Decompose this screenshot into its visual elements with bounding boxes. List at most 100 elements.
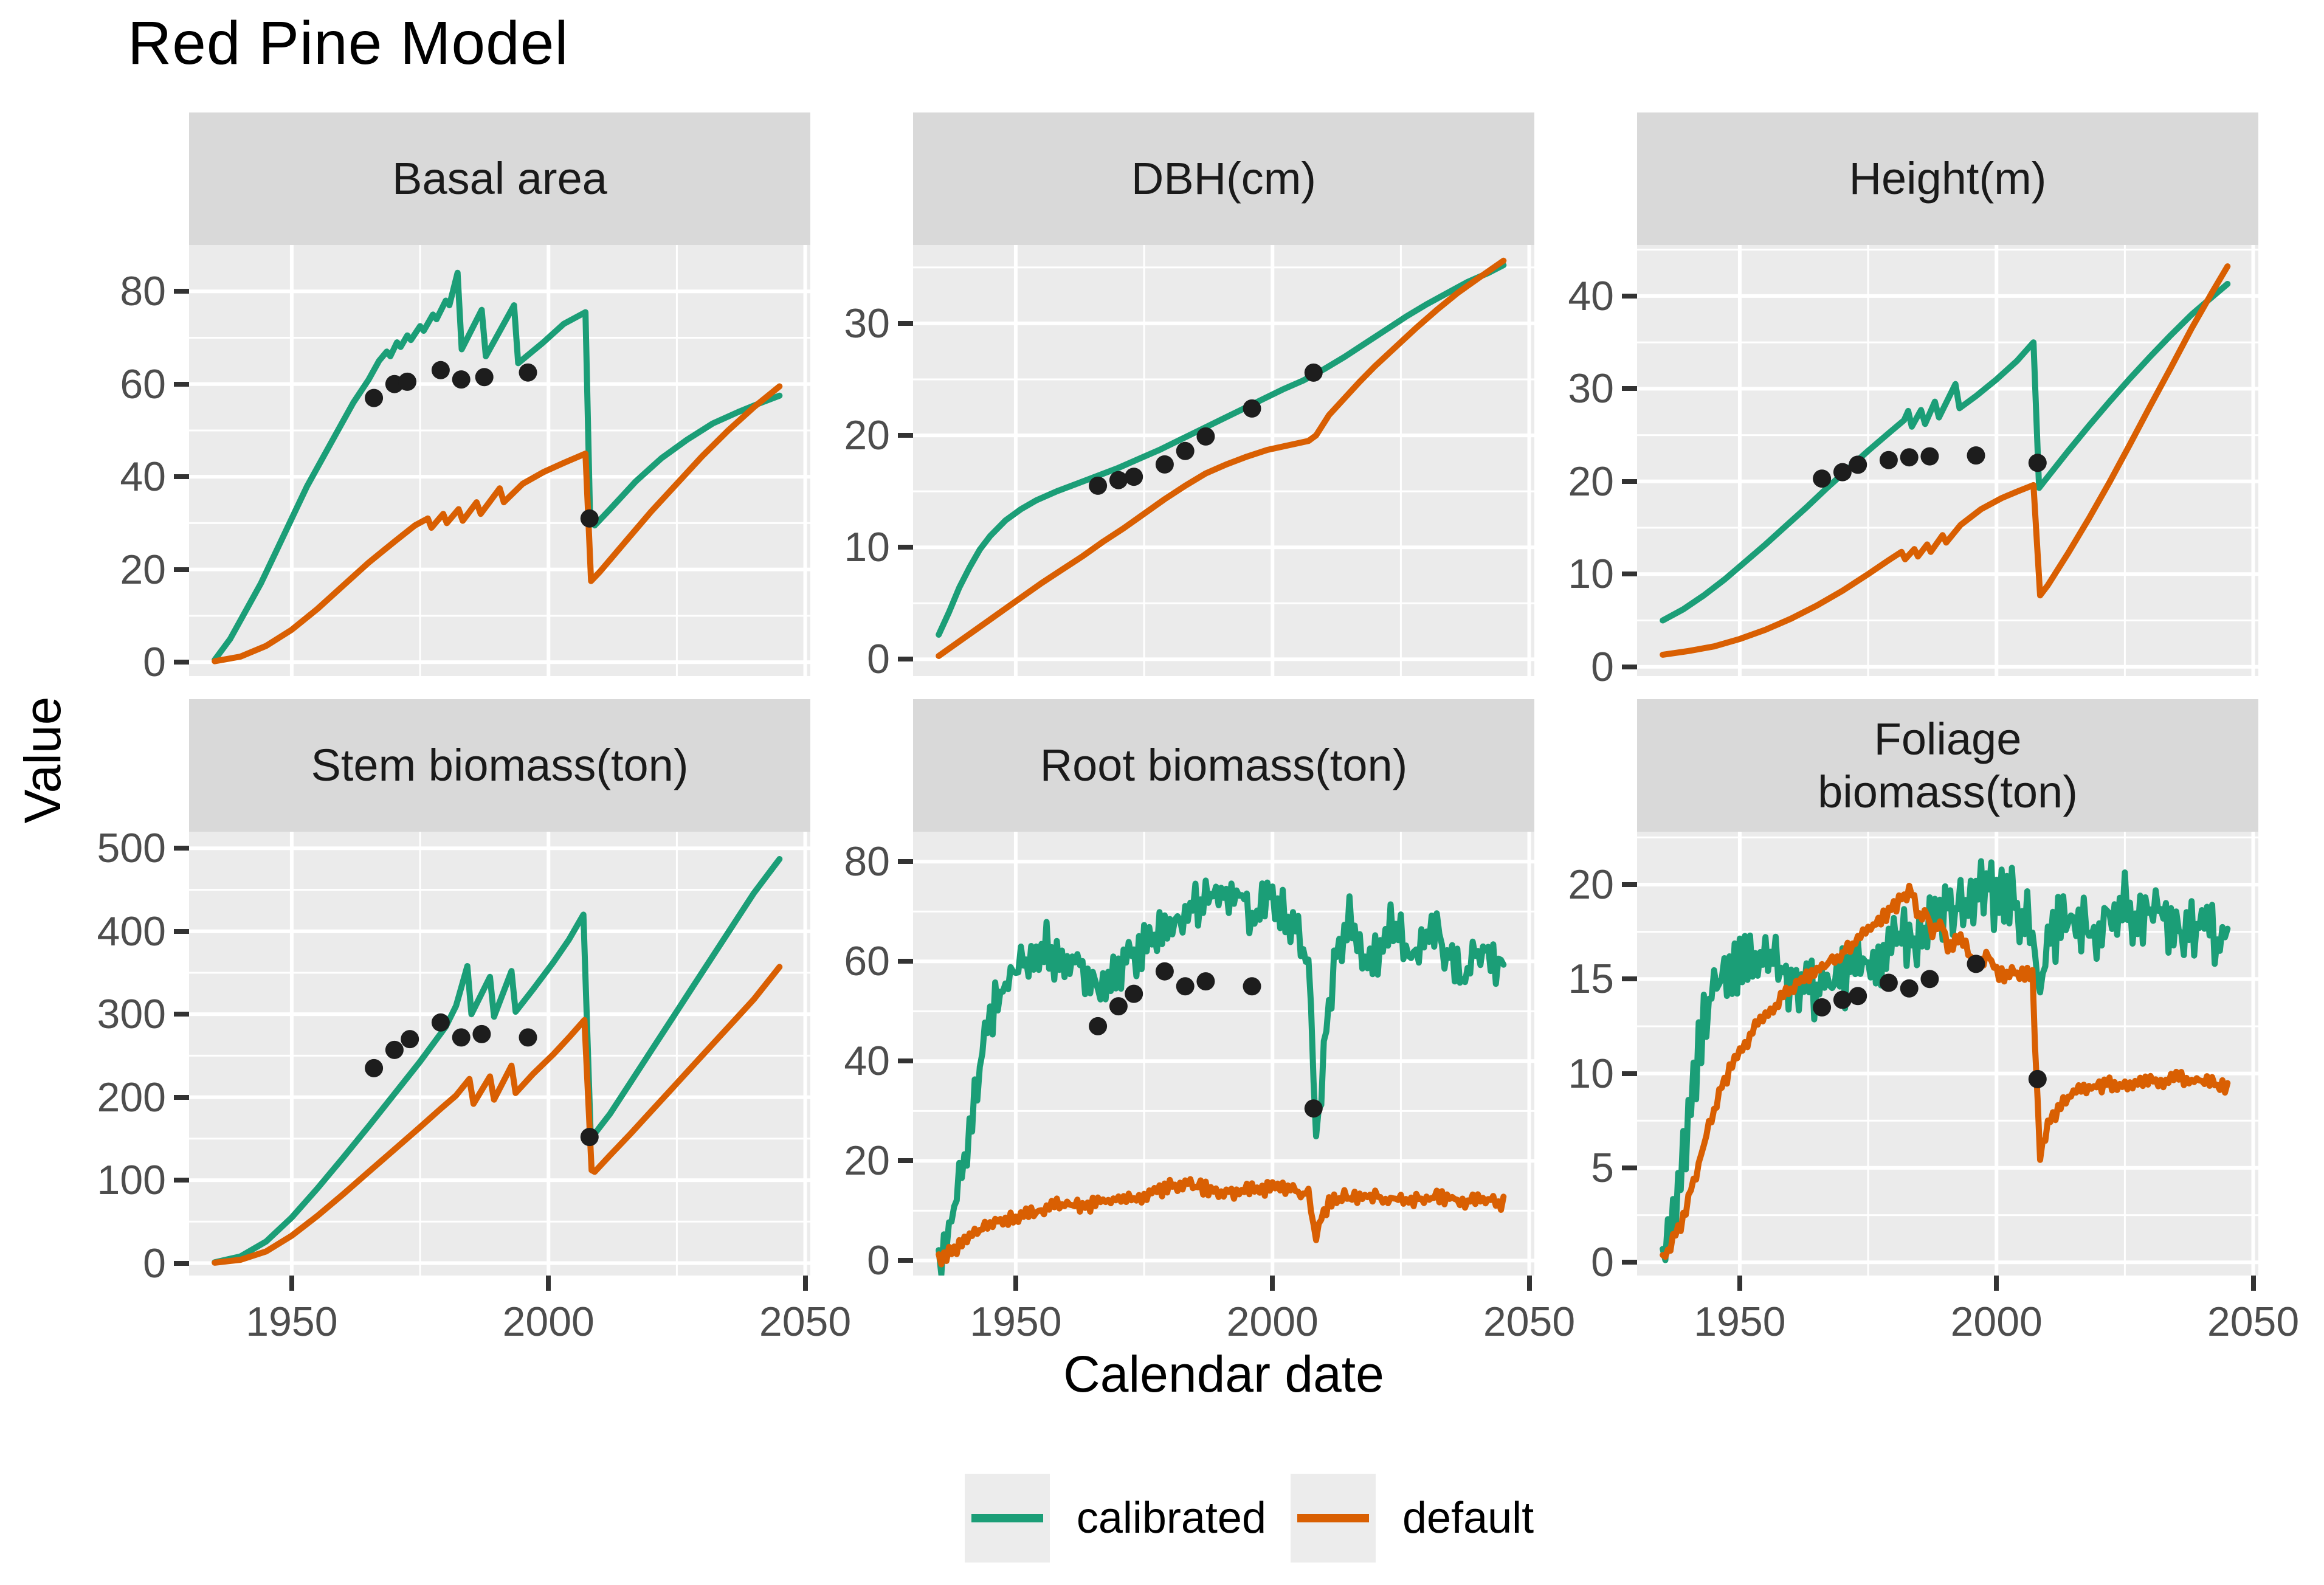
x-tick-mark — [546, 1276, 551, 1291]
chart-title: Red Pine Model — [128, 9, 569, 77]
x-tick-mark — [802, 1276, 808, 1291]
observation-point — [1849, 987, 1867, 1006]
observation-point — [580, 1128, 599, 1147]
y-tick-mark — [174, 846, 189, 851]
observation-point — [1125, 984, 1143, 1003]
y-tick-mark — [898, 320, 913, 326]
legend-item-calibrated: calibrated — [964, 1474, 1266, 1563]
y-tick-mark — [174, 1178, 189, 1183]
facet-strip-foliage-biomass: Foliage biomass(ton) — [1637, 699, 2258, 832]
y-tick-mark — [174, 928, 189, 934]
x-tick-label: 2050 — [2207, 1299, 2300, 1345]
observation-point — [431, 1013, 450, 1032]
y-tick-label: 10 — [1568, 551, 1614, 598]
observation-point — [1089, 1017, 1108, 1035]
y-tick-mark — [898, 959, 913, 964]
y-tick-label: 20 — [844, 1138, 890, 1184]
x-tick-label: 1950 — [1694, 1299, 1786, 1345]
series-line-calibrated — [936, 877, 1507, 1276]
y-tick-label: 60 — [120, 361, 166, 407]
y-tick-label: 80 — [844, 838, 890, 885]
observation-point — [475, 368, 494, 387]
observation-point — [1155, 455, 1174, 474]
y-tick-label: 20 — [844, 412, 890, 459]
facet-strip-title: Root biomass(ton) — [1040, 740, 1408, 791]
x-axis-title: Calendar date — [1063, 1345, 1384, 1403]
observation-point — [1109, 471, 1128, 489]
y-tick-mark — [898, 1258, 913, 1263]
facet-strip-title: biomass(ton) — [1818, 767, 2078, 817]
facet-panel-foliage-biomass — [1637, 832, 2258, 1276]
observation-point — [1176, 441, 1195, 460]
series-line-default — [936, 1176, 1507, 1268]
x-tick-label: 2050 — [759, 1299, 852, 1345]
x-tick-label: 2000 — [1226, 1299, 1319, 1345]
observation-point — [1879, 451, 1898, 469]
observation-point — [1813, 469, 1832, 488]
observation-point — [401, 1030, 419, 1049]
observation-point — [2028, 1069, 2047, 1088]
y-tick-label: 40 — [1568, 272, 1614, 319]
y-tick-label: 0 — [143, 1240, 166, 1286]
observation-point — [1304, 363, 1323, 382]
y-tick-label: 300 — [97, 991, 166, 1038]
y-tick-label: 30 — [1568, 365, 1614, 412]
y-tick-mark — [174, 1012, 189, 1017]
y-tick-mark — [174, 381, 189, 387]
legend-label-default: default — [1402, 1494, 1534, 1542]
facet-panel-stem-biomass — [189, 832, 810, 1276]
facet-panel-height — [1637, 245, 2258, 676]
y-tick-label: 10 — [1568, 1050, 1614, 1097]
legend: calibrated default — [176, 1474, 2322, 1563]
observation-point — [1125, 468, 1143, 486]
x-tick-label: 2050 — [1483, 1299, 1576, 1345]
observation-point — [519, 363, 537, 382]
observation-point — [1243, 977, 1261, 996]
series-line-calibrated — [1660, 858, 2231, 1263]
y-tick-mark — [898, 657, 913, 662]
series-line-default — [212, 383, 783, 665]
y-tick-label: 40 — [844, 1038, 890, 1085]
observation-point — [519, 1028, 537, 1047]
facet-strip-basal-area: Basal area — [189, 112, 810, 245]
facet-panel-basal-area — [189, 245, 810, 676]
observation-point — [472, 1024, 491, 1043]
calibrated-line-swatch — [971, 1514, 1043, 1522]
observation-point — [452, 1028, 471, 1047]
series-line-calibrated — [936, 262, 1507, 638]
observation-point — [1813, 998, 1832, 1017]
observation-point — [1176, 977, 1195, 996]
facet-strip-stem-biomass: Stem biomass(ton) — [189, 699, 810, 832]
observation-point — [580, 509, 599, 528]
y-tick-mark — [1622, 664, 1637, 669]
y-tick-label: 20 — [120, 546, 166, 593]
y-tick-mark — [898, 545, 913, 550]
observation-point — [1833, 990, 1852, 1009]
y-tick-mark — [1622, 386, 1637, 392]
series-line-calibrated — [212, 269, 783, 663]
y-tick-mark — [174, 1260, 189, 1266]
observation-point — [385, 1040, 404, 1059]
facet-panel-dbh — [913, 245, 1534, 676]
y-tick-mark — [174, 474, 189, 480]
y-tick-mark — [1622, 571, 1637, 577]
y-tick-mark — [898, 1058, 913, 1064]
y-tick-mark — [1622, 976, 1637, 982]
y-tick-label: 10 — [844, 524, 890, 571]
series-line-calibrated — [1660, 281, 2231, 624]
series-line-default — [212, 964, 783, 1266]
series-line-default — [1660, 263, 2231, 658]
y-tick-mark — [174, 289, 189, 294]
facet-strip-title: Stem biomass(ton) — [311, 740, 689, 791]
y-tick-label: 400 — [97, 908, 166, 955]
series-line-default — [936, 257, 1507, 659]
y-tick-mark — [174, 567, 189, 572]
observation-point — [452, 370, 471, 389]
facet-strip-title: DBH(cm) — [1131, 153, 1317, 204]
observation-point — [1243, 399, 1261, 418]
observation-point — [365, 1058, 384, 1077]
x-tick-mark — [2250, 1276, 2256, 1291]
observation-point — [1900, 448, 1919, 467]
observation-point — [1849, 455, 1867, 474]
y-tick-label: 20 — [1568, 861, 1614, 908]
